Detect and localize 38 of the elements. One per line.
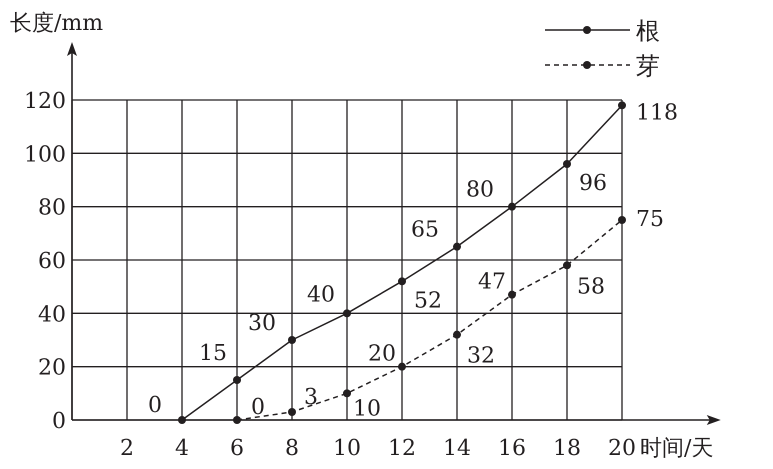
x-tick: 14 (443, 436, 471, 461)
x-tick: 6 (230, 436, 244, 461)
x-tick: 2 (120, 436, 134, 461)
y-tick: 100 (24, 142, 66, 168)
data-label: 118 (636, 100, 678, 126)
data-label: 3 (304, 385, 318, 410)
data-label: 75 (636, 207, 664, 232)
data-label: 32 (467, 344, 495, 369)
y-tick: 40 (38, 302, 66, 328)
y-tick: 60 (38, 249, 66, 274)
data-label: 0 (148, 393, 162, 418)
data-label: 47 (478, 270, 506, 295)
data-label: 58 (577, 274, 605, 300)
y-tick: 0 (52, 409, 66, 434)
data-label: 0 (251, 395, 265, 420)
data-label: 80 (466, 178, 494, 203)
x-tick: 12 (388, 436, 416, 461)
y-tick: 20 (38, 356, 66, 381)
x-tick: 20 (608, 436, 636, 461)
legend-label: 芽 (636, 52, 660, 80)
data-label: 96 (579, 171, 607, 196)
x-tick: 8 (285, 436, 299, 461)
data-label: 10 (353, 396, 381, 422)
data-label: 15 (199, 341, 227, 366)
x-label: 时间/天 (640, 436, 714, 461)
legend-label: 根 (636, 17, 660, 45)
data-label: 65 (411, 218, 439, 243)
y-tick: 120 (24, 89, 66, 114)
x-tick: 4 (175, 436, 189, 461)
y-label: 长度/mm (10, 11, 104, 36)
x-tick: 10 (333, 436, 361, 461)
x-tick: 16 (498, 436, 526, 461)
data-label: 20 (368, 342, 396, 367)
data-label: 52 (414, 288, 442, 314)
x-tick: 18 (553, 436, 581, 461)
data-label: 40 (307, 282, 335, 308)
y-tick: 80 (38, 196, 66, 221)
data-label: 30 (248, 311, 276, 336)
